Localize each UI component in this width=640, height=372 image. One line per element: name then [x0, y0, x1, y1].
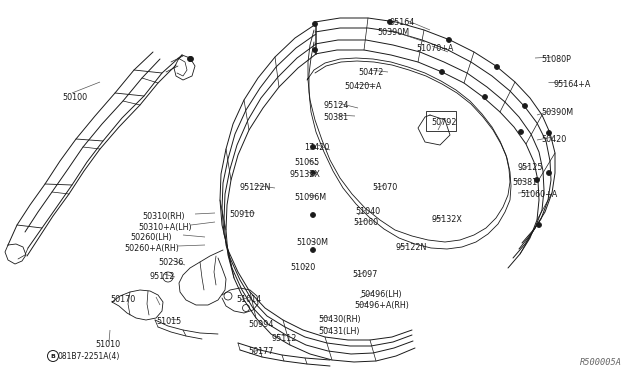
Text: 95164: 95164 [390, 18, 415, 27]
Text: 50472: 50472 [358, 68, 383, 77]
Text: 51065: 51065 [294, 158, 319, 167]
Text: 50170: 50170 [110, 295, 135, 304]
Circle shape [312, 22, 317, 26]
Text: 50420: 50420 [541, 135, 566, 144]
Text: 51014: 51014 [236, 295, 261, 304]
Text: B: B [51, 353, 56, 359]
Text: 51070: 51070 [372, 183, 397, 192]
Text: 50496(LH): 50496(LH) [360, 290, 402, 299]
Text: 50994: 50994 [248, 320, 273, 329]
Text: 50381: 50381 [323, 113, 348, 122]
Circle shape [495, 64, 499, 70]
Text: 50792: 50792 [431, 118, 456, 127]
Text: 95122N: 95122N [396, 243, 428, 252]
Circle shape [534, 177, 540, 183]
Text: 51020: 51020 [290, 263, 316, 272]
Circle shape [547, 131, 552, 135]
Circle shape [536, 222, 541, 228]
Circle shape [189, 57, 193, 61]
Text: 50390M: 50390M [541, 108, 573, 117]
Text: 50260+A(RH): 50260+A(RH) [124, 244, 179, 253]
Text: 50420+A: 50420+A [344, 82, 381, 91]
Circle shape [188, 57, 193, 61]
Text: 081B7-2251A(4): 081B7-2251A(4) [58, 352, 120, 361]
Text: 51030M: 51030M [296, 238, 328, 247]
Text: 95132X: 95132X [432, 215, 463, 224]
Text: 50310(RH): 50310(RH) [142, 212, 184, 221]
Text: 51096M: 51096M [294, 193, 326, 202]
Text: 95112: 95112 [272, 334, 298, 343]
Circle shape [312, 48, 317, 52]
Text: 51060+A: 51060+A [520, 190, 557, 199]
Text: 51040: 51040 [355, 207, 380, 216]
Text: 50177: 50177 [248, 347, 273, 356]
Text: R500005A: R500005A [580, 358, 622, 367]
Circle shape [447, 38, 451, 42]
Text: 51070+A: 51070+A [416, 44, 453, 53]
Text: 50260(LH): 50260(LH) [130, 233, 172, 242]
Circle shape [522, 103, 527, 109]
Text: 50100: 50100 [62, 93, 87, 102]
Circle shape [310, 247, 316, 253]
Text: 51015: 51015 [156, 317, 181, 326]
Text: 50310+A(LH): 50310+A(LH) [138, 223, 191, 232]
Circle shape [483, 94, 488, 99]
Text: 51097: 51097 [352, 270, 378, 279]
Circle shape [310, 170, 316, 176]
Text: 50381: 50381 [512, 178, 537, 187]
Text: 95125: 95125 [518, 163, 543, 172]
Text: 95164+A: 95164+A [553, 80, 590, 89]
Circle shape [547, 170, 552, 176]
Text: 50236: 50236 [158, 258, 183, 267]
Circle shape [440, 70, 445, 74]
Text: 50430(RH): 50430(RH) [318, 315, 360, 324]
Text: 17420: 17420 [304, 143, 329, 152]
Text: 95132X: 95132X [290, 170, 321, 179]
Text: 51010: 51010 [95, 340, 120, 349]
Text: 50390M: 50390M [377, 28, 409, 37]
Text: 95122N: 95122N [239, 183, 270, 192]
Circle shape [387, 19, 392, 25]
Text: 51080P: 51080P [541, 55, 571, 64]
Circle shape [518, 129, 524, 135]
Text: 50431(LH): 50431(LH) [318, 327, 360, 336]
Text: 95112: 95112 [150, 272, 175, 281]
Text: 95124: 95124 [323, 101, 348, 110]
Text: 51060: 51060 [353, 218, 378, 227]
Text: 50496+A(RH): 50496+A(RH) [354, 301, 409, 310]
Circle shape [310, 144, 316, 150]
Text: 50910: 50910 [229, 210, 254, 219]
Circle shape [310, 212, 316, 218]
